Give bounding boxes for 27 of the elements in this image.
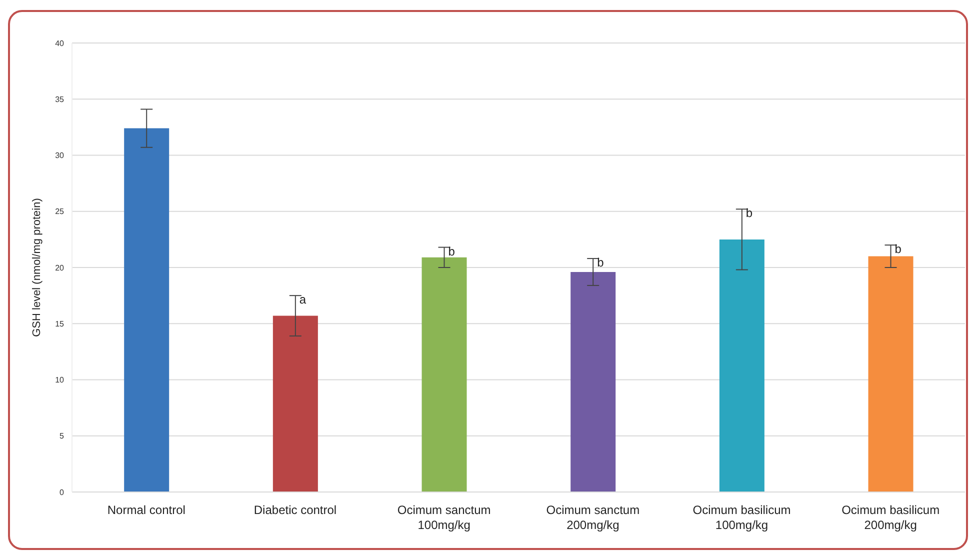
annotation: a (299, 292, 306, 307)
y-axis-title: GSH level (nmol/mg protein) (30, 198, 43, 337)
x-tick-label: Ocimum sanctum 200mg/kg (546, 503, 640, 532)
y-tick-label: 40 (55, 38, 65, 48)
bar (124, 128, 170, 492)
y-tick-label: 20 (55, 263, 65, 272)
y-tick-label: 15 (55, 319, 65, 328)
x-tick-label: Normal control (107, 503, 186, 517)
annotation: b (894, 242, 902, 256)
y-tick-label: 35 (55, 94, 65, 104)
x-tick-label: Ocimum basilicum 200mg/kg (842, 503, 940, 532)
bar (570, 272, 616, 492)
y-tick-label: 5 (60, 432, 65, 441)
bar (868, 256, 914, 492)
annotation: b (448, 244, 456, 258)
bar (422, 257, 467, 492)
x-tick-label: Diabetic control (254, 503, 337, 517)
y-tick-label: 0 (60, 488, 65, 497)
bar (272, 316, 318, 492)
x-tick-label: Ocimum sanctum 100mg/kg (397, 503, 491, 532)
bar (719, 239, 764, 492)
x-tick-label: Ocimum basilicum 100mg/kg (692, 503, 791, 532)
y-tick-label: 30 (55, 151, 65, 160)
annotation: b (746, 206, 753, 220)
y-tick-label: 25 (55, 207, 65, 216)
y-tick-label: 10 (55, 376, 65, 385)
annotation: b (597, 256, 604, 270)
